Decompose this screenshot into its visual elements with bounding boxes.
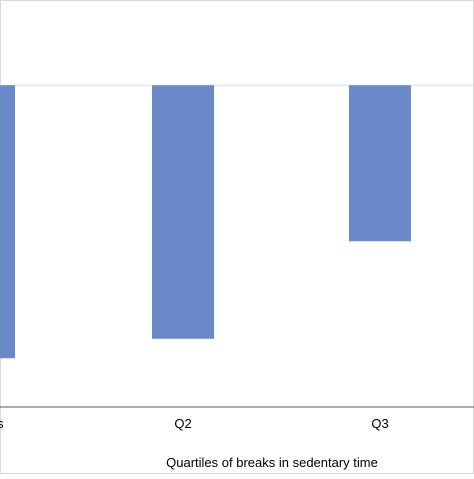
x-tick-label: Q2 — [174, 416, 191, 431]
bar-q2 — [152, 85, 214, 339]
x-axis-title: Quartiles of breaks in sedentary time — [166, 455, 378, 470]
bar-breaks — [0, 85, 15, 359]
x-tick-labels: breaks Q2 Q3 — [0, 416, 389, 431]
bars-group — [0, 85, 411, 359]
bar-q3 — [349, 85, 411, 242]
x-tick-label: Q3 — [371, 416, 388, 431]
x-tick-label: breaks — [0, 416, 4, 431]
